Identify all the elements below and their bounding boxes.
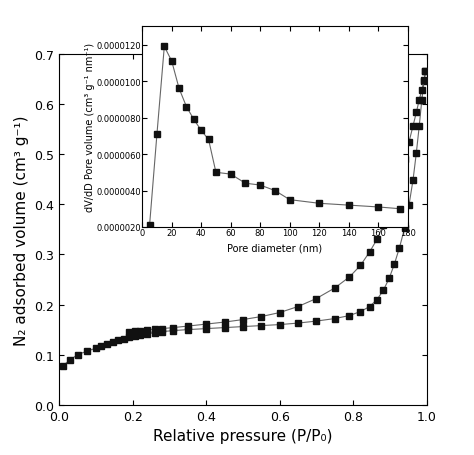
Y-axis label: N₂ adsorbed volume (cm³ g⁻¹): N₂ adsorbed volume (cm³ g⁻¹) bbox=[14, 115, 29, 345]
X-axis label: Pore diameter (nm): Pore diameter (nm) bbox=[228, 243, 322, 253]
Y-axis label: dV/dD Pore volume (cm³ g⁻¹ nm⁻¹): dV/dD Pore volume (cm³ g⁻¹ nm⁻¹) bbox=[85, 43, 95, 212]
X-axis label: Relative pressure (P/P₀): Relative pressure (P/P₀) bbox=[153, 428, 333, 443]
